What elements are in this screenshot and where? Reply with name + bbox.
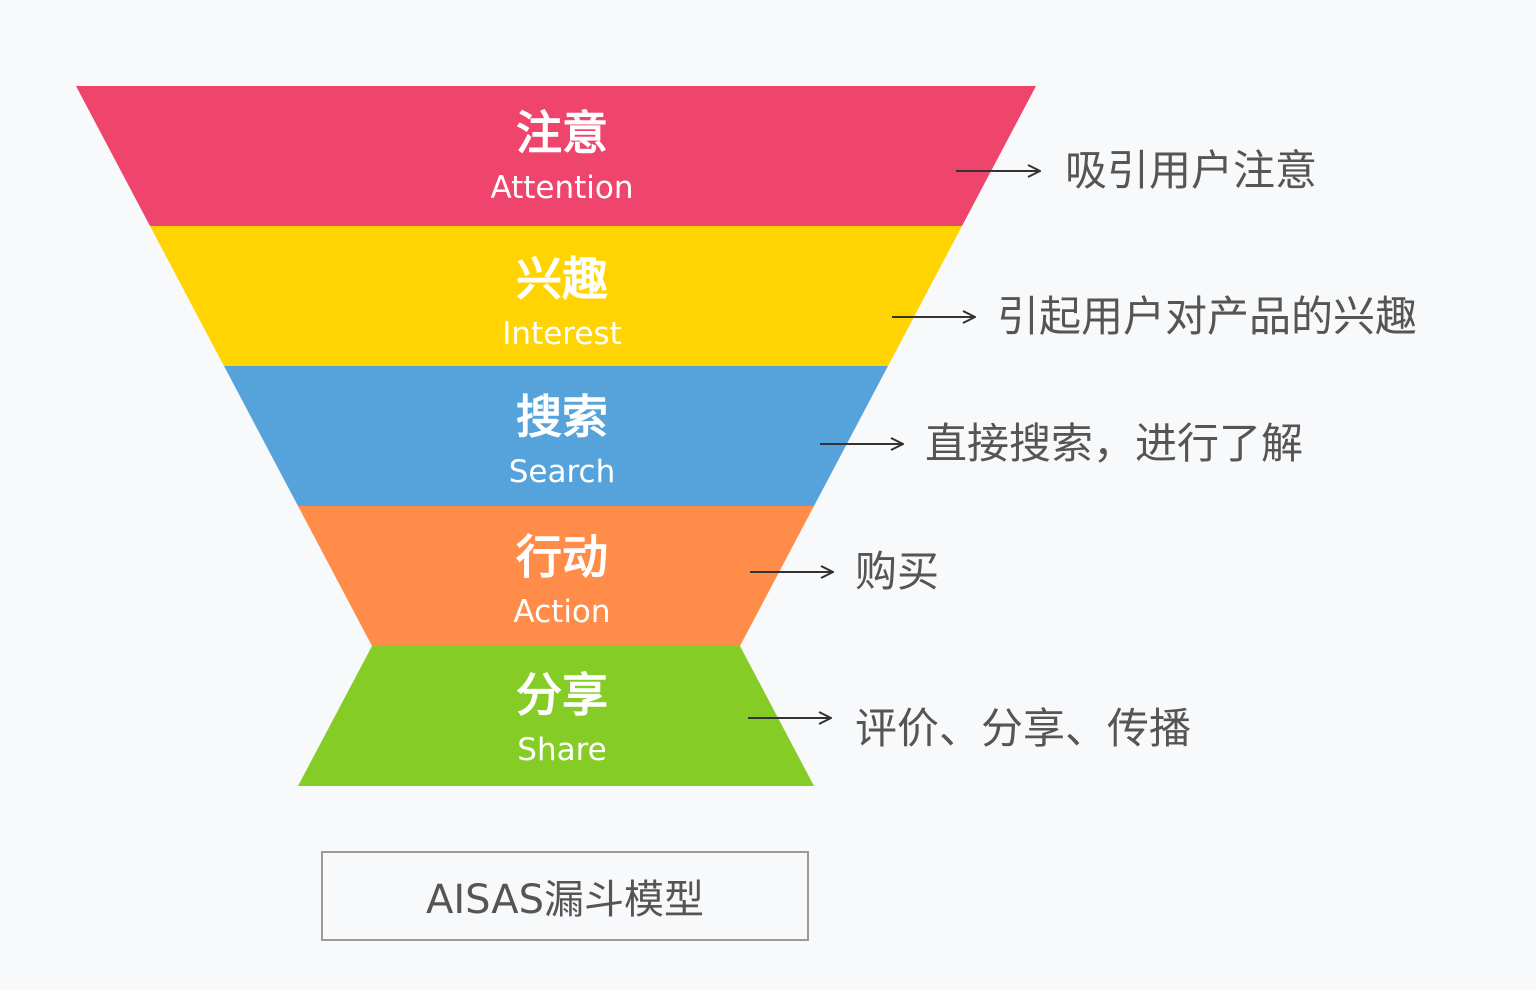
stage-interest-band	[150, 226, 962, 366]
stage-share-en: Share	[517, 732, 607, 768]
stage-attention-band	[76, 86, 1036, 226]
stage-interest-en: Interest	[502, 316, 622, 352]
stage-share-desc: 评价、分享、传播	[855, 704, 1192, 753]
stage-search-en: Search	[508, 454, 616, 490]
stage-interest-desc: 引起用户对产品的兴趣	[997, 292, 1418, 341]
stage-action-desc: 购买	[855, 547, 940, 596]
stage-share-band	[298, 646, 814, 786]
stage-search-band	[224, 366, 888, 506]
stage-share-zh: 分享	[516, 668, 608, 722]
stage-action-en: Action	[513, 594, 611, 630]
stage-interest-zh: 兴趣	[516, 252, 608, 306]
stage-search-desc: 直接搜索，进行了解	[925, 419, 1304, 468]
stage-attention-desc: 吸引用户注意	[1065, 146, 1318, 195]
diagram-title: AISAS漏斗模型	[321, 851, 809, 941]
stage-action-zh: 行动	[516, 530, 608, 584]
stage-attention-en: Attention	[490, 170, 634, 206]
stage-attention-zh: 注意	[516, 106, 608, 160]
stage-action-band	[298, 506, 814, 646]
stage-search-zh: 搜索	[516, 390, 608, 444]
